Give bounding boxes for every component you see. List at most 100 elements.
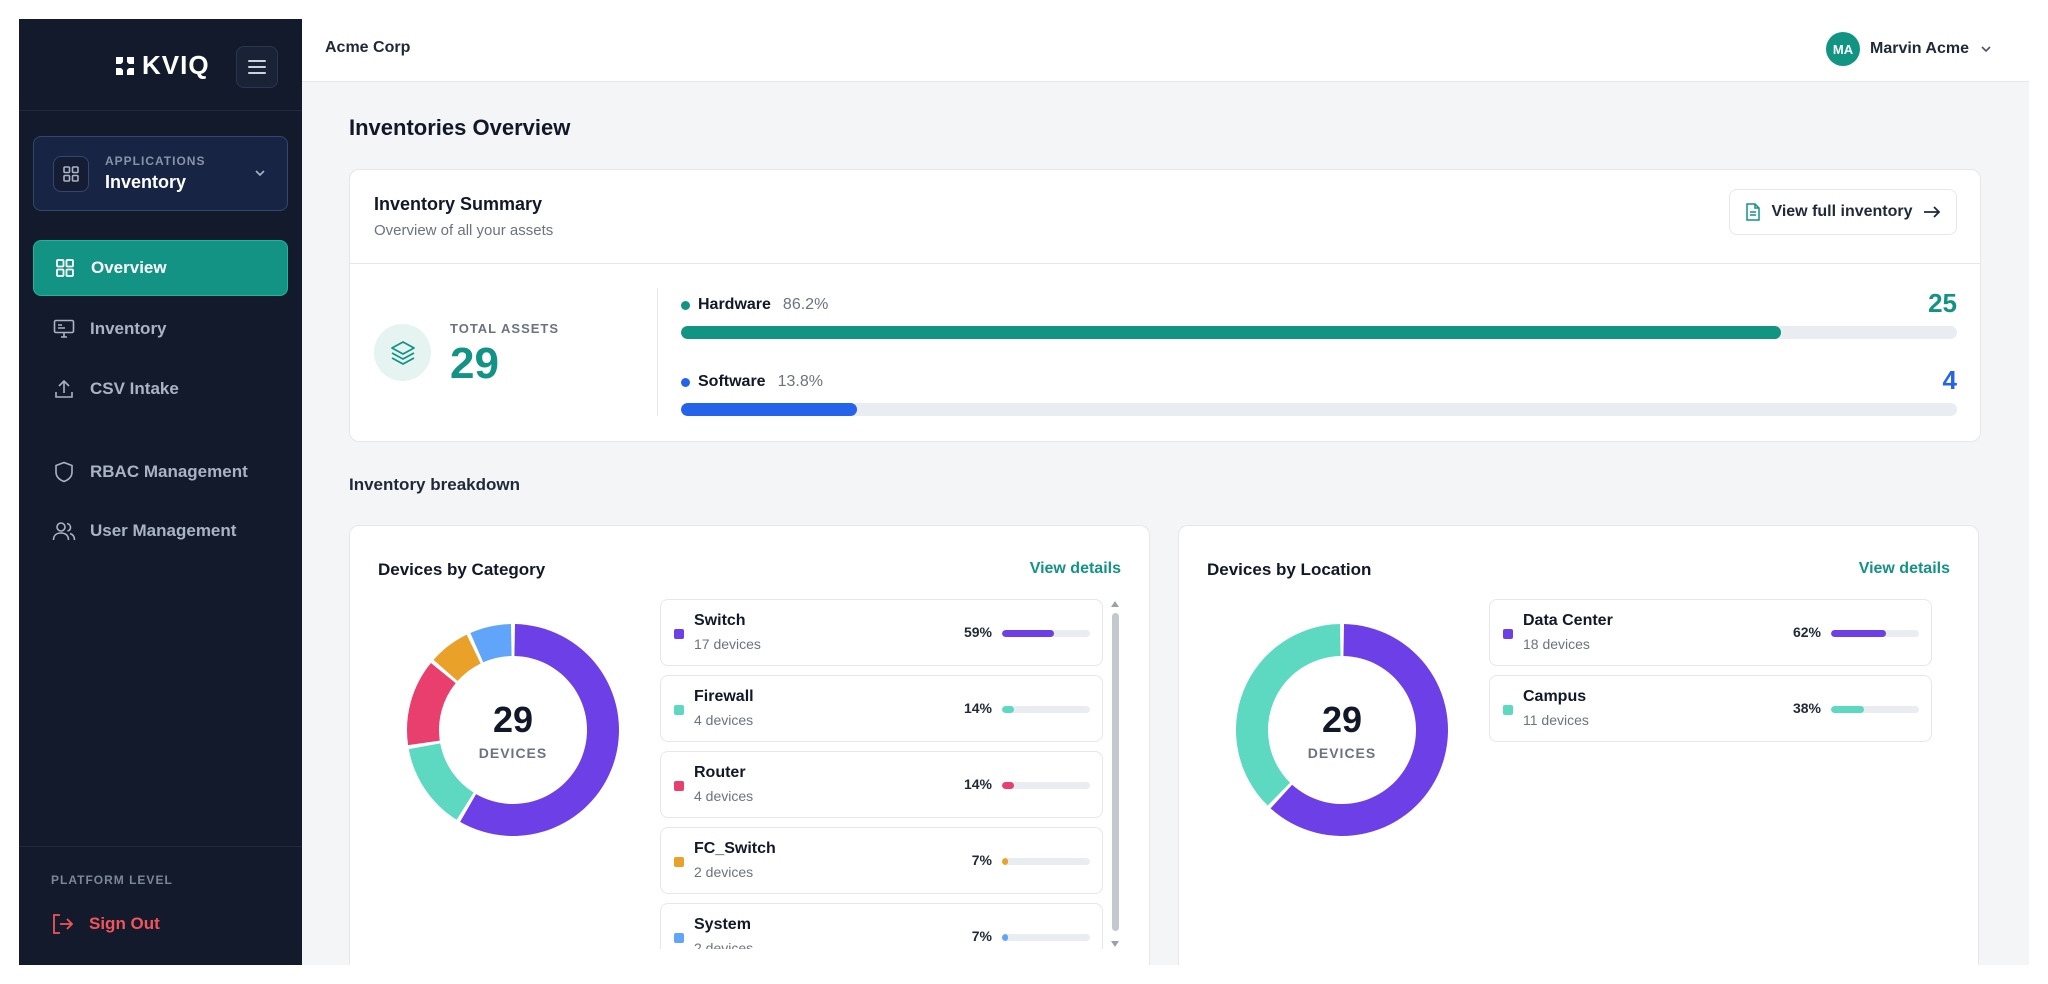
app-caption: APPLICATIONS <box>105 154 206 168</box>
sidebar-item-rbac-management[interactable]: RBAC Management <box>33 444 288 500</box>
logo[interactable]: KVIQ <box>114 50 210 81</box>
donut-slice-system[interactable] <box>470 624 512 663</box>
donut-slice-fc-switch[interactable] <box>433 634 481 682</box>
scroll-thumb[interactable] <box>1112 613 1119 931</box>
panel-title: Devices by Location <box>1207 560 1372 579</box>
sidebar-item-csv-intake[interactable]: CSV Intake <box>33 361 288 417</box>
document-icon <box>1746 203 1761 221</box>
donut-slice-data-center[interactable] <box>1270 624 1448 836</box>
mini-fill <box>1002 782 1015 789</box>
kviq-logo-icon <box>116 56 134 75</box>
legend-swatch <box>1503 705 1513 715</box>
summary-title: Inventory Summary <box>374 194 543 214</box>
mini-track <box>1002 934 1090 941</box>
inventory-summary-card: Inventory Summary Overview of all your a… <box>349 169 1981 442</box>
panel-title: Devices by Category <box>378 560 546 579</box>
bar-count: 4 <box>1942 365 1957 395</box>
item-count: 18 devices <box>1523 636 1590 652</box>
item-percent: 7% <box>971 928 992 944</box>
item-percent: 7% <box>971 852 992 868</box>
sidebar-item-user-management[interactable]: User Management <box>33 503 288 559</box>
progress-fill <box>681 403 858 416</box>
scroll-down-icon[interactable] <box>1111 941 1119 947</box>
hardware-dot <box>681 300 690 310</box>
total-assets-value: 29 <box>450 339 499 388</box>
user-name: Marvin Acme <box>1870 40 1969 57</box>
mini-track <box>1002 630 1090 637</box>
scrollbar[interactable] <box>1110 599 1120 949</box>
mini-track <box>1831 706 1919 713</box>
donut-slice-router[interactable] <box>407 662 456 746</box>
sidebar-footer: PLATFORM LEVEL Sign Out <box>19 846 302 934</box>
location-donut-chart <box>1236 624 1448 836</box>
donut-slice-campus[interactable] <box>1236 624 1341 806</box>
donut-slice-switch[interactable] <box>460 624 619 836</box>
progress-track <box>681 326 1957 339</box>
chevron-down-icon <box>255 170 265 177</box>
mini-fill <box>1831 706 1865 713</box>
devices-by-category-card: Devices by Category View details 29 DEVI… <box>349 525 1150 965</box>
shield-icon <box>52 460 76 484</box>
brand-name: KVIQ <box>142 50 210 80</box>
list-item[interactable]: Switch 17 devices 59% <box>660 599 1103 666</box>
bar-percent: 86.2% <box>782 296 829 313</box>
mini-track <box>1002 782 1090 789</box>
item-count: 17 devices <box>694 636 761 652</box>
total-assets-caption: TOTAL ASSETS <box>450 321 560 336</box>
item-count: 2 devices <box>694 864 754 880</box>
sidebar-item-inventory[interactable]: Inventory <box>33 301 288 357</box>
sign-out-button[interactable]: Sign Out <box>51 913 160 935</box>
summary-subtitle: Overview of all your assets <box>374 222 554 239</box>
sidebar-item-label: RBAC Management <box>90 462 248 481</box>
legend-swatch <box>674 629 684 639</box>
view-details-link[interactable]: View details <box>1858 560 1950 577</box>
organization-name: Acme Corp <box>325 39 411 56</box>
sidebar-item-label: Inventory <box>90 319 167 338</box>
item-percent: 59% <box>963 624 992 640</box>
application-switcher[interactable]: APPLICATIONS Inventory <box>33 136 288 211</box>
mini-fill <box>1002 706 1015 713</box>
software-dot <box>681 377 690 387</box>
list-item[interactable]: Router 4 devices 14% <box>660 751 1103 818</box>
monitor-icon <box>52 317 76 341</box>
list-item[interactable]: Data Center 18 devices 62% <box>1489 599 1932 666</box>
item-percent: 38% <box>1792 700 1821 716</box>
sidebar-item-label: CSV Intake <box>90 379 179 398</box>
summary-header: Inventory Summary Overview of all your a… <box>350 170 1980 264</box>
progress-fill <box>681 326 1781 339</box>
list-item[interactable]: Firewall 4 devices 14% <box>660 675 1103 742</box>
top-bar: Acme Corp MA Marvin Acme <box>302 19 2029 82</box>
bar-count: 25 <box>1928 288 1957 318</box>
menu-toggle-button[interactable] <box>236 46 278 88</box>
donut-caption: DEVICES <box>1307 745 1377 761</box>
item-percent: 62% <box>1792 624 1821 640</box>
app-name: Inventory <box>105 172 187 192</box>
sidebar-item-label: User Management <box>90 521 237 540</box>
mini-fill <box>1002 630 1054 637</box>
legend-swatch <box>674 857 684 867</box>
page-title: Inventories Overview <box>349 115 571 140</box>
software-bar: Software 13.8% 4 <box>681 365 1957 416</box>
mini-fill <box>1002 858 1009 865</box>
grid-icon <box>53 256 77 280</box>
sidebar-item-label: Overview <box>91 258 167 277</box>
layers-icon <box>374 324 431 381</box>
list-item[interactable]: Campus 11 devices 38% <box>1489 675 1932 742</box>
item-count: 4 devices <box>694 788 754 804</box>
user-menu[interactable]: MA Marvin Acme <box>1826 32 1993 66</box>
brand-row: KVIQ <box>19 19 302 111</box>
list-item[interactable]: System 2 devices 7% <box>660 903 1103 949</box>
item-name: Firewall <box>694 688 754 705</box>
legend-swatch <box>674 781 684 791</box>
category-list[interactable]: Switch 17 devices 59% Firewall 4 devices 14% R… <box>660 599 1103 949</box>
list-item[interactable]: FC_Switch 2 devices 7% <box>660 827 1103 894</box>
view-details-link[interactable]: View details <box>1029 560 1121 577</box>
location-list[interactable]: Data Center 18 devices 62% Campus 11 devices… <box>1489 599 1932 949</box>
donut-slice-firewall[interactable] <box>408 743 474 820</box>
view-full-inventory-button[interactable]: View full inventory <box>1729 189 1957 235</box>
sidebar-item-overview[interactable]: Overview <box>33 240 288 296</box>
upload-icon <box>52 377 76 401</box>
logout-icon <box>53 914 74 934</box>
item-count: 2 devices <box>694 940 754 949</box>
scroll-up-icon[interactable] <box>1111 601 1119 607</box>
